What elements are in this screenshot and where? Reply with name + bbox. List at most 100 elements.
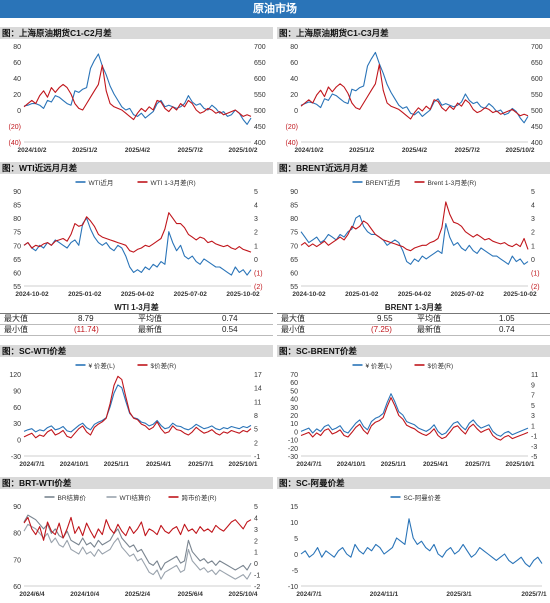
y-left-tick-label: 40	[13, 76, 21, 83]
stats-wti-min-label: 最小值	[4, 325, 28, 334]
x-tick-label: 2025/6/4	[178, 591, 204, 598]
stats-wti-max-value: 8.79	[78, 314, 94, 323]
y-left-tick-label: (20)	[9, 124, 21, 131]
y-right-tick-label: 500	[531, 108, 543, 115]
y-right-tick-label: -5	[531, 454, 537, 461]
y-left-tick-label: 0	[294, 108, 298, 115]
y-right-tick-label: 4	[531, 203, 535, 210]
y-right-tick-label: 450	[254, 124, 266, 131]
y-right-tick-label: 5	[254, 427, 258, 434]
panel-title-sc-c1c2: 图：上海原油期货C1-C2月差	[0, 27, 273, 39]
stats-brent-min-value: (7.25)	[371, 325, 392, 334]
y-left-tick-label: 60	[290, 60, 298, 67]
y-right-tick-label: -1	[254, 454, 260, 461]
page-banner: 原油市场	[0, 0, 550, 18]
y-right-tick-label: 4	[254, 203, 258, 210]
y-left-tick-label: 70	[290, 372, 298, 379]
y-left-tick-label: 80	[13, 216, 21, 223]
y-left-tick-label: -30	[288, 454, 298, 461]
y-right-tick-label: 500	[254, 108, 266, 115]
series-line	[23, 217, 252, 276]
panel-title-sc-brent: 图：SC-BRENT价差	[277, 345, 550, 357]
y-left-tick-label: 120	[9, 372, 21, 379]
y-right-tick-label: 1	[531, 243, 535, 250]
y-right-tick-label: (1)	[254, 270, 263, 277]
y-left-tick-label: 15	[290, 504, 298, 511]
y-left-tick-label: -5	[292, 568, 298, 575]
series-line	[23, 53, 252, 125]
x-tick-label: 2025/10/2	[506, 147, 535, 154]
panel-title-brt-wti: 图：BRT-WTI价差	[0, 477, 273, 489]
stats-wti-min-value: (11.74)	[74, 325, 99, 334]
y-left-tick-label: 70	[290, 243, 298, 250]
stats-brent-latest-label: 最新值	[417, 325, 441, 334]
y-left-tick-label: 60	[13, 270, 21, 277]
stats-wti-max-label: 最大值	[4, 314, 28, 323]
y-right-tick-label: -3	[531, 444, 537, 451]
y-right-tick-label: 400	[254, 140, 266, 147]
y-left-tick-label: 60	[13, 405, 21, 412]
y-right-tick-label: 3	[531, 216, 535, 223]
y-right-tick-label: 400	[531, 140, 543, 147]
y-left-tick-label: 55	[290, 284, 298, 291]
y-left-tick-label: 0	[294, 552, 298, 559]
stats-brent-max-value: 9.55	[377, 314, 393, 323]
x-tick-label: 2024/7/1	[296, 591, 322, 598]
x-tick-label: 2024/7/1	[19, 461, 45, 468]
y-right-tick-label: 2	[254, 440, 258, 447]
y-right-tick-label: 3	[254, 216, 258, 223]
x-tick-label: 2025-01-02	[345, 291, 379, 298]
y-right-tick-label: 5	[254, 189, 258, 196]
y-left-tick-label: 85	[13, 203, 21, 210]
x-tick-label: 2024-10-02	[15, 291, 49, 298]
series-line	[23, 516, 252, 541]
x-tick-label: 2025-04-02	[121, 291, 155, 298]
y-right-tick-label: 4	[254, 515, 258, 522]
x-tick-label: 2025/1/2	[349, 147, 375, 154]
y-left-tick-label: 40	[290, 76, 298, 83]
stats-table-wti: WTI 1-3月差 最大值 8.79 平均值 0.74 最小值 (11.74) …	[0, 302, 273, 336]
y-right-tick-label: 5	[531, 403, 535, 410]
x-tick-label: 2025/1/2	[72, 147, 98, 154]
series-line	[23, 514, 252, 571]
y-left-tick-label: 65	[13, 257, 21, 264]
y-left-tick-label: 20	[290, 92, 298, 99]
x-tick-label: 2024/7/1	[296, 461, 322, 468]
series-line	[300, 51, 529, 124]
y-left-tick-label: 70	[13, 243, 21, 250]
x-tick-label: 2025/4/2	[402, 147, 428, 154]
x-tick-label: 2024/10/1	[60, 461, 89, 468]
panel-title-wti-spread: 图：WTI近远月月差	[0, 162, 273, 174]
stats-brent-row-1: 最大值 9.55 平均值 1.05	[277, 314, 550, 325]
y-right-tick-label: 11	[254, 399, 261, 406]
panel-title-sc-oman: 图：SC-阿曼价差	[277, 477, 550, 489]
y-right-tick-label: 600	[254, 76, 266, 83]
stats-brent-row-2: 最小值 (7.25) 最新值 0.74	[277, 325, 550, 336]
x-tick-label: 2025/7/2	[178, 147, 204, 154]
series-line	[300, 397, 529, 441]
y-right-tick-label: 1	[254, 243, 258, 250]
chart-sc-wti: 120 90 60 30 0 -30 17 14 11 8 5 2 -1 2024/7/1 2024/10/…	[9, 361, 262, 468]
x-tick-label: 2024/10/1	[337, 461, 366, 468]
y-right-tick-label: 650	[531, 60, 543, 67]
series-line	[23, 212, 252, 253]
y-left-tick-label: (40)	[9, 140, 21, 147]
y-left-tick-label: 85	[290, 203, 298, 210]
y-left-tick-label: 90	[13, 388, 21, 395]
series-line	[300, 214, 529, 265]
y-right-tick-label: 14	[254, 386, 262, 393]
y-right-tick-label: 5	[531, 189, 535, 196]
y-right-tick-label: 550	[531, 92, 543, 99]
y-right-tick-label: 0	[531, 257, 535, 264]
y-right-tick-label: 17	[254, 372, 262, 379]
x-tick-label: 2024/6/4	[19, 591, 45, 598]
y-left-tick-label: 80	[13, 531, 21, 538]
y-right-tick-label: -2	[254, 584, 260, 591]
y-left-tick-label: -10	[288, 584, 298, 591]
y-right-tick-label: 1	[254, 550, 258, 557]
y-left-tick-label: 65	[290, 257, 298, 264]
y-right-tick-label: 0	[254, 257, 258, 264]
y-right-tick-label: 650	[254, 60, 266, 67]
y-left-tick-label: -20	[288, 446, 298, 453]
